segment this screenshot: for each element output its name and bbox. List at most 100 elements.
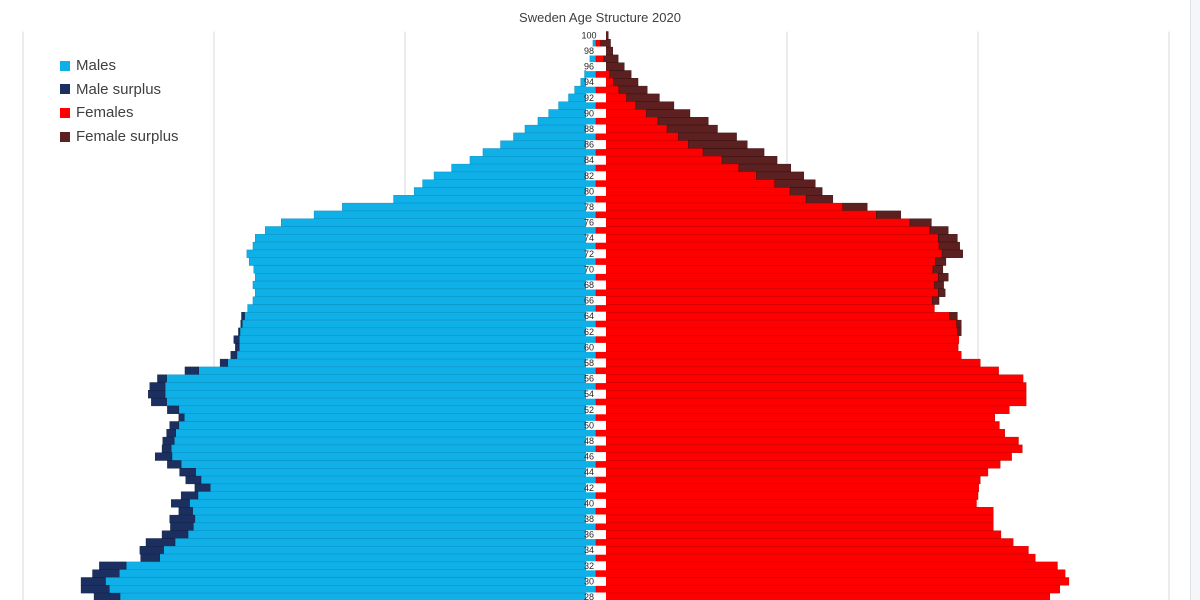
age-tick-label: 96: [584, 62, 594, 72]
bar-female-48: [595, 436, 1019, 446]
bar-female-82: [595, 171, 757, 180]
age-label-bg-40: [586, 498, 606, 508]
age-tick-label: 28: [584, 592, 594, 600]
bar-female-30: [595, 577, 1070, 586]
bar-female-surplus-62: [957, 327, 962, 336]
bar-male-67: [255, 288, 597, 297]
bar-female-surplus-93: [618, 85, 648, 95]
bar-male-38: [194, 514, 597, 524]
bar-female-28: [595, 592, 1051, 600]
age-label-bg-38: [586, 514, 606, 524]
bar-female-surplus-74: [938, 234, 958, 243]
age-tick-label: 98: [584, 46, 594, 56]
bar-male-81: [422, 179, 597, 188]
bar-female-77: [595, 210, 877, 219]
bar-female-surplus-97: [603, 54, 619, 63]
bar-male-surplus-62: [238, 327, 241, 336]
age-tick-label: 56: [584, 374, 594, 384]
age-label-bg-58: [586, 358, 606, 368]
bar-female-29: [595, 585, 1060, 594]
bar-male-46: [171, 452, 597, 461]
bar-female-51: [595, 413, 996, 422]
bar-male-surplus-51: [178, 413, 185, 422]
age-tick-label: 64: [584, 311, 594, 321]
bar-female-71: [595, 257, 936, 266]
legend-swatch: [60, 107, 70, 118]
bar-male-42: [209, 483, 597, 492]
bar-female-surplus-99: [600, 39, 611, 48]
legend-swatch: [60, 60, 70, 71]
bar-male-surplus-64: [241, 312, 245, 321]
age-tick-label: 92: [584, 93, 594, 103]
bar-male-68: [252, 280, 597, 290]
bar-female-surplus-63: [956, 319, 962, 329]
bar-female-surplus-87: [678, 132, 737, 141]
bar-female-97: [595, 54, 604, 63]
age-tick-label: 94: [584, 77, 594, 87]
bar-male-47: [171, 444, 597, 453]
bar-female-surplus-76: [909, 218, 932, 227]
legend-label: Male surplus: [76, 80, 162, 98]
bar-male-71: [248, 257, 597, 266]
bar-female-surplus-83: [738, 163, 792, 173]
bar-female-31: [595, 569, 1066, 578]
bar-female-83: [595, 163, 740, 173]
bar-male-surplus-59: [230, 351, 238, 360]
bar-male-surplus-34: [139, 546, 164, 555]
bar-male-surplus-50: [169, 421, 180, 430]
bar-female-76: [595, 218, 911, 227]
bar-female-93: [595, 85, 620, 95]
bar-female-60: [595, 343, 959, 352]
bar-female-89: [595, 117, 659, 126]
age-label-bg-98: [586, 46, 606, 56]
bar-female-surplus-73: [938, 241, 960, 251]
age-tick-label: 36: [584, 530, 594, 540]
age-tick-label: 38: [584, 514, 594, 524]
bar-male-43: [200, 475, 597, 485]
bar-male-surplus-38: [169, 514, 196, 524]
bar-male-77: [313, 210, 597, 219]
age-label-bg-90: [586, 108, 606, 118]
age-tick-label: 66: [584, 296, 594, 306]
age-label-bg-52: [586, 405, 606, 415]
age-label-bg-66: [586, 296, 606, 306]
bar-male-surplus-36: [161, 530, 189, 539]
bar-male-surplus-49: [166, 429, 177, 438]
bar-male-surplus-55: [149, 382, 166, 391]
bar-female-surplus-80: [789, 187, 823, 196]
bar-female-surplus-70: [932, 265, 944, 274]
bar-female-surplus-96: [605, 62, 625, 71]
age-label-bg-56: [586, 374, 606, 384]
bar-male-63: [242, 319, 597, 329]
bar-female-81: [595, 179, 775, 188]
bar-male-31: [119, 569, 597, 578]
legend-label: Females: [76, 104, 134, 122]
bar-male-surplus-39: [178, 507, 193, 516]
bar-male-59: [236, 351, 597, 360]
bar-female-38: [595, 514, 994, 524]
bar-male-surplus-37: [170, 522, 194, 531]
age-label-bg-62: [586, 327, 606, 337]
bar-male-56: [166, 374, 597, 383]
age-tick-label: 70: [584, 264, 594, 274]
age-label-bg-80: [586, 186, 606, 196]
bar-female-surplus-64: [949, 312, 958, 321]
bar-female-95: [595, 70, 610, 79]
age-tick-label: 100: [581, 30, 596, 40]
bar-female-surplus-77: [876, 210, 902, 219]
bar-female-45: [595, 460, 1001, 469]
bar-female-72: [595, 249, 943, 258]
bar-female-88: [595, 124, 668, 134]
bar-female-42: [595, 483, 979, 492]
age-tick-label: 50: [584, 420, 594, 430]
legend-swatch: [60, 131, 70, 142]
bar-male-surplus-33: [140, 553, 160, 563]
bar-female-80: [595, 187, 791, 196]
bar-female-74: [595, 234, 939, 243]
bar-female-50: [595, 421, 1000, 430]
bar-male-78: [342, 202, 597, 212]
bar-male-surplus-58: [219, 358, 228, 368]
age-tick-label: 32: [584, 561, 594, 571]
bar-female-40: [595, 499, 977, 508]
bar-female-41: [595, 491, 979, 500]
